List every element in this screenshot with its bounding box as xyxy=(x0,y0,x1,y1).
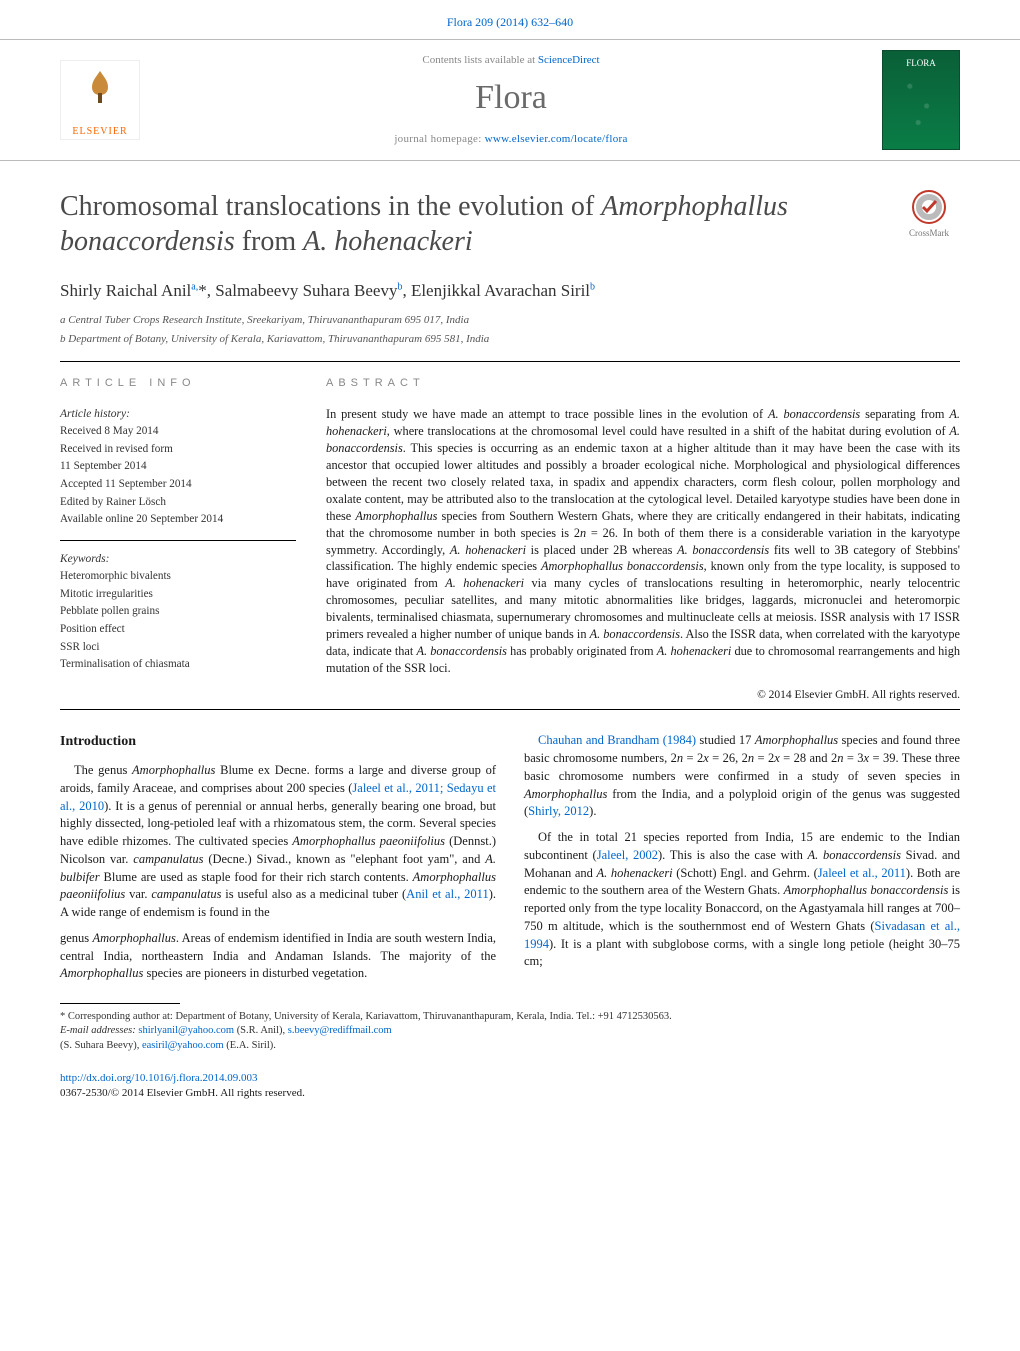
email-who: (E.A. Siril). xyxy=(224,1040,276,1051)
email-link[interactable]: easiril@yahoo.com xyxy=(142,1040,224,1051)
crossmark-badge[interactable]: CrossMark xyxy=(898,189,960,240)
article-info-label: article info xyxy=(60,376,296,391)
issn-copyright: 0367-2530/© 2014 Elsevier GmbH. All righ… xyxy=(60,1087,305,1099)
email-link[interactable]: shirlyanil@yahoo.com xyxy=(138,1025,234,1036)
affiliation-a: a Central Tuber Crops Research Institute… xyxy=(0,309,1020,328)
divider-top xyxy=(60,361,960,362)
journal-cover-thumb: FLORA xyxy=(882,50,960,150)
history-online: Available online 20 September 2014 xyxy=(60,512,296,528)
email-who: (S.R. Anil), xyxy=(234,1025,288,1036)
journal-homepage-line: journal homepage: www.elsevier.com/locat… xyxy=(160,132,862,147)
sciencedirect-link[interactable]: ScienceDirect xyxy=(538,54,600,66)
email-who: (S. Suhara Beevy), xyxy=(60,1040,142,1051)
body-paragraph: Chauhan and Brandham (1984) studied 17 A… xyxy=(524,732,960,821)
elsevier-logo: ELSEVIER xyxy=(60,60,140,140)
doi-link[interactable]: http://dx.doi.org/10.1016/j.flora.2014.0… xyxy=(60,1072,257,1084)
keyword: Pebblate pollen grains xyxy=(60,604,296,620)
cover-label: FLORA xyxy=(906,57,936,70)
abstract-copyright: © 2014 Elsevier GmbH. All rights reserve… xyxy=(326,687,960,703)
page-ref-link[interactable]: Flora 209 (2014) 632–640 xyxy=(447,15,573,29)
body-paragraph: genus Amorphophallus. Areas of endemism … xyxy=(60,930,496,983)
emails-label: E-mail addresses: xyxy=(60,1025,138,1036)
elsevier-label: ELSEVIER xyxy=(72,125,127,139)
email-line: E-mail addresses: shirlyanil@yahoo.com (… xyxy=(60,1024,960,1052)
journal-homepage-link[interactable]: www.elsevier.com/locate/flora xyxy=(485,133,628,145)
keyword: Heteromorphic bivalents xyxy=(60,569,296,585)
footnote-rule xyxy=(60,1003,180,1004)
author-list: Shirly Raichal Anila,*, Salmabeevy Suhar… xyxy=(0,265,1020,309)
history-label: Article history: xyxy=(60,406,296,422)
keyword: Terminalisation of chiasmata xyxy=(60,657,296,673)
keywords-label: Keywords: xyxy=(60,551,296,567)
article-info-column: article info Article history: Received 8… xyxy=(60,376,296,703)
body-paragraph: Of the in total 21 species reported from… xyxy=(524,829,960,971)
abstract-label: abstract xyxy=(326,376,960,391)
body-two-column: Introduction The genus Amorphophallus Bl… xyxy=(0,732,1020,985)
keyword: SSR loci xyxy=(60,640,296,656)
history-revised-1: Received in revised form xyxy=(60,442,296,458)
article-title: Chromosomal translocations in the evolut… xyxy=(60,189,880,259)
doi-block: http://dx.doi.org/10.1016/j.flora.2014.0… xyxy=(0,1063,1020,1116)
corresponding-author: * Corresponding author at: Department of… xyxy=(60,1010,960,1024)
keyword: Mitotic irregularities xyxy=(60,587,296,603)
history-accepted: Accepted 11 September 2014 xyxy=(60,477,296,493)
affiliation-b: b Department of Botany, University of Ke… xyxy=(0,328,1020,347)
contents-available: Contents lists available at ScienceDirec… xyxy=(160,53,862,68)
elsevier-tree-icon xyxy=(78,67,122,111)
journal-name: Flora xyxy=(160,74,862,122)
body-paragraph: The genus Amorphophallus Blume ex Decne.… xyxy=(60,762,496,922)
history-revised-2: 11 September 2014 xyxy=(60,459,296,475)
journal-header: ELSEVIER Contents lists available at Sci… xyxy=(0,39,1020,161)
email-link[interactable]: s.beevy@rediffmail.com xyxy=(288,1025,392,1036)
history-received: Received 8 May 2014 xyxy=(60,424,296,440)
keyword: Position effect xyxy=(60,622,296,638)
intro-heading: Introduction xyxy=(60,732,496,752)
homepage-prefix: journal homepage: xyxy=(394,133,484,145)
abstract-text: In present study we have made an attempt… xyxy=(326,406,960,678)
contents-prefix: Contents lists available at xyxy=(422,54,537,66)
divider-abstract-bottom xyxy=(60,709,960,710)
abstract-column: abstract In present study we have made a… xyxy=(326,376,960,703)
history-edited: Edited by Rainer Lösch xyxy=(60,495,296,511)
crossmark-icon xyxy=(911,189,947,225)
crossmark-label: CrossMark xyxy=(909,228,949,238)
footnotes: * Corresponding author at: Department of… xyxy=(0,1003,1020,1063)
